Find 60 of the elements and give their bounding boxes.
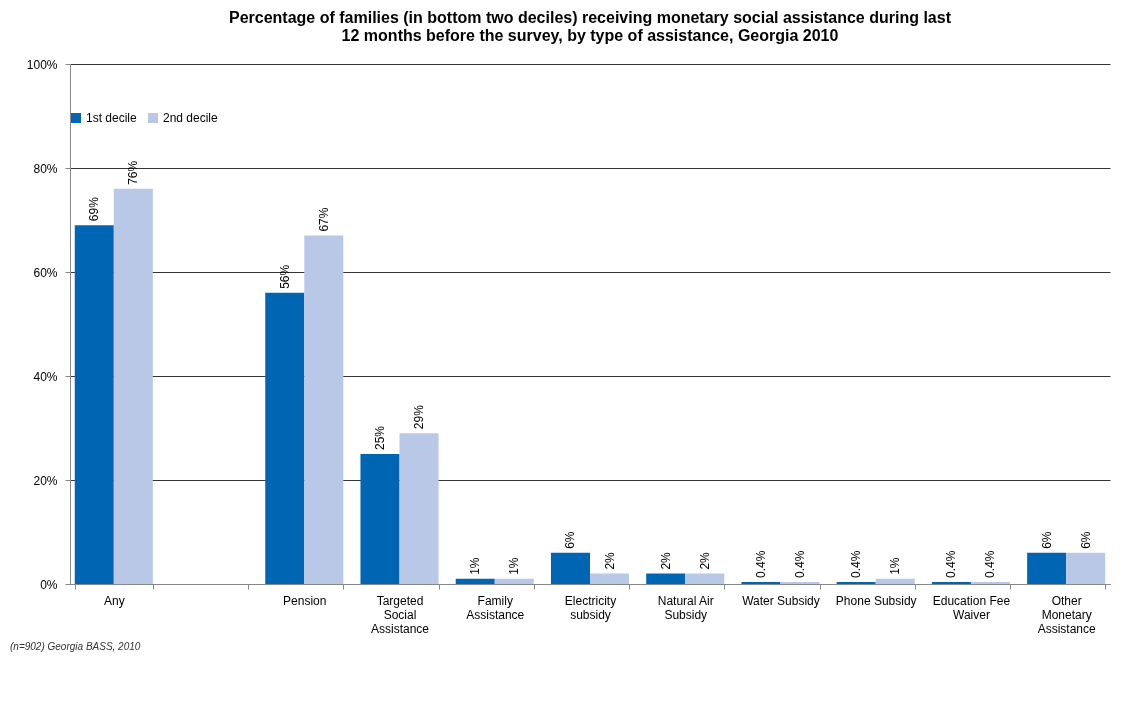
data-label: 1% bbox=[468, 557, 483, 575]
data-label: 6% bbox=[1078, 531, 1093, 549]
y-tick-label: 100% bbox=[26, 57, 58, 72]
bar bbox=[1066, 552, 1106, 584]
data-label: 6% bbox=[1039, 531, 1054, 549]
chart-title: Percentage of families (in bottom two deciles) receiving monetary social assistance during last 12 months before the survey, by type of assistance, Georgia 2010 bbox=[229, 9, 952, 44]
data-label: 2% bbox=[697, 551, 712, 570]
data-label: 69% bbox=[87, 196, 102, 222]
data-label: 0.4% bbox=[944, 550, 959, 578]
data-label: 6% bbox=[563, 531, 578, 549]
x-tick-label: Pension bbox=[283, 593, 327, 608]
data-label: 56% bbox=[277, 264, 292, 289]
y-tick-label: 60% bbox=[33, 265, 58, 280]
x-tick-label: Any bbox=[103, 593, 125, 608]
data-label: 1% bbox=[888, 557, 903, 575]
x-tick-label: Education Fee Waiver bbox=[932, 593, 1011, 622]
bar bbox=[74, 225, 114, 584]
data-label: 2% bbox=[602, 551, 617, 570]
legend-label: 1st decile bbox=[86, 111, 138, 125]
x-tick-label: Natural Air Subsidy bbox=[657, 593, 714, 622]
bar bbox=[494, 578, 534, 584]
legend-label: 2nd decile bbox=[163, 111, 219, 125]
data-label: 0.4% bbox=[793, 550, 807, 578]
data-label: 76% bbox=[126, 160, 141, 185]
bar bbox=[931, 581, 971, 584]
data-label: 29% bbox=[412, 404, 427, 430]
bar bbox=[646, 573, 686, 584]
x-tick-label: Electricity subsidy bbox=[564, 593, 617, 622]
x-tick-label: Water Subsidy bbox=[742, 593, 820, 608]
text: (n=902) Georgia BASS, 2010 bbox=[10, 641, 141, 652]
x-tick-label: Family Assistance bbox=[466, 593, 525, 622]
y-tick-label: 0% bbox=[40, 577, 58, 592]
bar bbox=[741, 581, 781, 584]
data-label: 0.4% bbox=[983, 550, 998, 578]
bar bbox=[780, 581, 820, 584]
bar bbox=[550, 552, 590, 584]
y-tick-label: 40% bbox=[33, 369, 58, 384]
y-tick-label: 20% bbox=[33, 473, 58, 488]
y-tick-label: 80% bbox=[33, 161, 58, 176]
bar bbox=[1027, 552, 1067, 584]
bar bbox=[455, 578, 495, 584]
x-tick-label: Phone Subsidy bbox=[835, 593, 917, 608]
bar bbox=[685, 573, 725, 584]
bar bbox=[875, 578, 915, 584]
bar bbox=[113, 188, 153, 584]
data-label: 0.4% bbox=[753, 550, 768, 578]
x-tick-label: Targeted Social Assistance bbox=[371, 593, 430, 636]
data-label: 25% bbox=[373, 425, 387, 450]
bar bbox=[590, 573, 630, 584]
data-label: 67% bbox=[316, 207, 331, 232]
bar bbox=[399, 433, 439, 584]
data-label: 0.4% bbox=[849, 550, 864, 578]
data-label: 1% bbox=[507, 557, 522, 575]
bar bbox=[265, 292, 305, 584]
bar bbox=[304, 235, 344, 584]
data-label: 2% bbox=[658, 551, 673, 570]
bar bbox=[836, 581, 876, 584]
x-tick-label: Other Monetary Assistance bbox=[1037, 593, 1097, 636]
bar bbox=[970, 581, 1010, 584]
bar bbox=[360, 454, 400, 584]
